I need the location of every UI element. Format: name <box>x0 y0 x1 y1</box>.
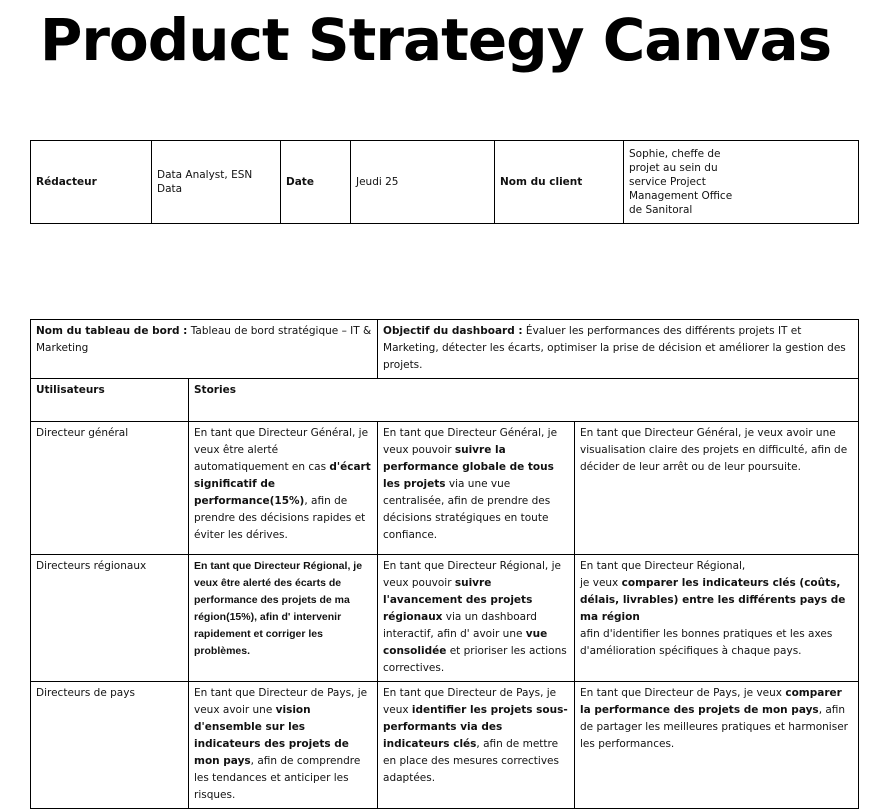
story-text: En tant que Directeur Général, je veux p… <box>383 427 558 456</box>
table-row: Directeurs régionaux En tant que Directe… <box>30 554 860 682</box>
story-text: En tant que Directeur de Pays, je veux <box>580 687 786 699</box>
story-text: et prioriser les actions correctives. <box>383 645 567 674</box>
story-text: , afin de partager les meilleures pratiq… <box>580 704 848 750</box>
dashboard-name-cell: Nom du tableau de bord : Tableau de bord… <box>29 319 379 379</box>
story-text: En tant que Directeur de Pays, je veux <box>383 687 557 716</box>
story-text: , afin de mettre en place des mesures co… <box>383 738 559 784</box>
story-text: En tant que Directeur Général, je veux ê… <box>194 427 369 473</box>
story-text: En tant que Directeur Régional, je veux … <box>383 560 561 589</box>
story-highlight: suivre la performance globale de tous le… <box>383 444 554 490</box>
user-cell: Directeurs régionaux <box>30 554 189 682</box>
story-text: En tant que Directeur de Pays, je veux a… <box>194 687 368 716</box>
story-highlight: comparer les indicateurs clés (coûts, dé… <box>580 577 846 623</box>
story-highlight: d'écart significatif de performance(15%) <box>194 461 371 507</box>
story-text: je veux <box>580 577 622 589</box>
dashboard-name-value: Tableau de bord stratégique – IT & Marke… <box>36 325 372 354</box>
stories-header: Stories <box>187 378 860 422</box>
story-highlight: identifier les projets sous-performants … <box>383 704 568 750</box>
meta-table: Rédacteur Data Analyst, ESN Data Date Je… <box>30 140 859 224</box>
author-value: Data Analyst, ESN Data <box>151 140 281 224</box>
client-value: Sophie, cheffe de projet au sein du serv… <box>623 140 859 224</box>
author-label: Rédacteur <box>30 140 152 224</box>
story-cell: En tant que Directeur de Pays, je veux a… <box>187 681 379 809</box>
user-cell: Directeurs de pays <box>30 681 189 809</box>
table-row: Directeurs de pays En tant que Directeur… <box>30 681 860 809</box>
story-text: , afin de prendre des décisions rapides … <box>194 495 366 541</box>
story-cell: En tant que Directeur de Pays, je veux i… <box>377 681 576 809</box>
story-cell: En tant que Directeur Général, je veux a… <box>574 421 860 555</box>
table-row: Directeur général En tant que Directeur … <box>30 421 860 555</box>
users-header: Utilisateurs <box>30 378 189 422</box>
client-label: Nom du client <box>494 140 624 224</box>
story-highlight: vision d'ensemble sur les indicateurs de… <box>194 704 349 767</box>
story-text: En tant que Directeur Régional, <box>580 560 746 572</box>
page-title: Product Strategy Canvas <box>39 6 832 74</box>
story-text: via un dashboard interactif, afin d' avo… <box>383 611 537 640</box>
story-text: afin d'identifier les bonnes pratiques e… <box>580 628 833 657</box>
story-cell: En tant que Directeur Régional, je veux c… <box>574 554 860 682</box>
date-label: Date <box>280 140 351 224</box>
story-cell: En tant que Directeur Général, je veux ê… <box>187 421 379 555</box>
story-text: via une vue centralisée, afin de prendre… <box>383 478 551 541</box>
dashboard-objective-cell: Objectif du dashboard : Évaluer les perf… <box>377 319 860 379</box>
user-cell: Directeur général <box>30 421 189 555</box>
dashboard-objective-value: Évaluer les performances des différents … <box>383 325 846 371</box>
story-highlight: suivre l'avancement des projets régionau… <box>383 577 533 623</box>
story-text: , afin de comprendre les tendances et an… <box>194 755 361 801</box>
dashboard-name-label: Nom du tableau de bord : <box>36 325 188 337</box>
story-cell: En tant que Directeur Régional, je veux … <box>187 554 379 682</box>
story-highlight: vue consolidée <box>383 628 548 657</box>
date-value: Jeudi 25 <box>350 140 495 224</box>
story-highlight: En tant que Directeur Régional, je veux … <box>194 560 363 657</box>
stories-table: Nom du tableau de bord : Tableau de bord… <box>29 319 860 809</box>
story-highlight: comparer la performance des projets de m… <box>580 687 842 716</box>
story-text: En tant que Directeur Général, je veux a… <box>580 427 848 473</box>
story-cell: En tant que Directeur Régional, je veux … <box>377 554 576 682</box>
story-cell: En tant que Directeur de Pays, je veux c… <box>574 681 860 809</box>
dashboard-objective-label: Objectif du dashboard : <box>383 325 523 337</box>
story-cell: En tant que Directeur Général, je veux p… <box>377 421 576 555</box>
